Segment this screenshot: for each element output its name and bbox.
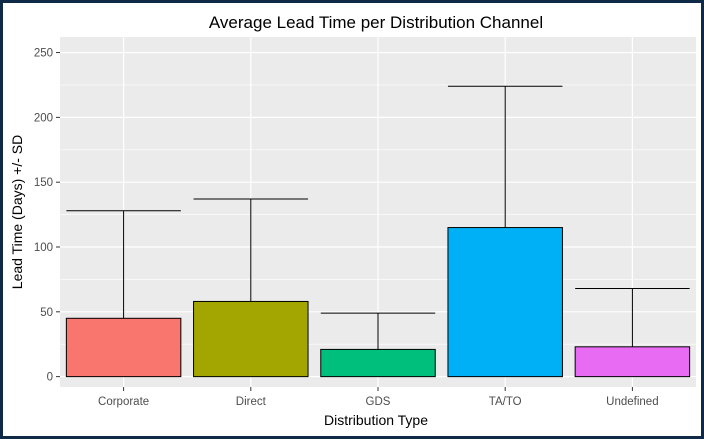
bar-corporate: [65, 317, 182, 378]
y-tick-label: 150: [34, 177, 53, 189]
bar-ta-to: [447, 227, 563, 378]
y-axis: 0 50 100 150 200 250: [34, 48, 60, 384]
x-tick-label: TA/TO: [489, 396, 522, 408]
y-tick-label: 200: [34, 112, 53, 124]
y-tick-label: 50: [40, 307, 53, 319]
y-tick-label: 250: [34, 48, 53, 60]
x-axis: Corporate Direct GDS TA/TO Undefined: [98, 387, 659, 408]
x-tick-label: GDS: [366, 396, 391, 408]
chart-svg: Average Lead Time per Distribution Chann…: [9, 13, 696, 428]
chart-frame: Average Lead Time per Distribution Chann…: [3, 3, 701, 436]
x-tick-label: Direct: [236, 396, 267, 408]
bar-direct: [193, 300, 309, 378]
x-tick-label: Undefined: [606, 396, 658, 408]
bar-undefined: [574, 346, 691, 378]
bar-gds: [320, 348, 436, 378]
error-bars-layer: [66, 85, 690, 350]
chart-title: Average Lead Time per Distribution Chann…: [209, 13, 543, 32]
y-tick-label: 0: [47, 372, 53, 384]
x-tick-label: Corporate: [98, 396, 149, 408]
x-axis-title: Distribution Type: [324, 412, 428, 428]
y-axis-title: Lead Time (Days) +/- SD: [9, 135, 25, 289]
y-tick-label: 100: [34, 242, 53, 254]
